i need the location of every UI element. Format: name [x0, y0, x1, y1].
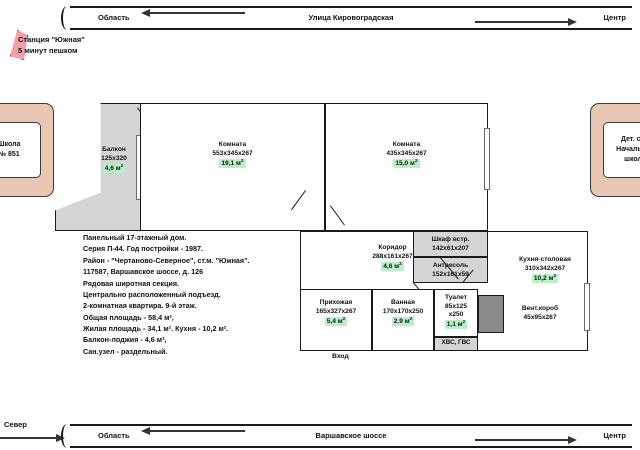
toilet-dimensions-2: x250 [448, 311, 464, 319]
description-line-9: Жилая площадь - 34,1 м². Кухня - 10,2 м²… [83, 324, 229, 333]
metro-walk-time: 5 минут пешком [18, 46, 78, 56]
building-kindergarten-right: Дет. сад Начальная школа [590, 103, 640, 197]
bathroom-dimensions: 170x170x250 [382, 308, 424, 316]
room-2-label: Комната 435x345x267 15,0 м2 [340, 140, 473, 169]
description-line-4: 117587, Варшавское шоссе, д. 126 [83, 267, 204, 277]
water-risers-label: ХВС, ГВС [434, 339, 478, 348]
room-2-dimensions: 435x345x267 [386, 150, 427, 158]
entrance-label: Вход [332, 353, 349, 360]
top-street-left-label: Область [98, 13, 130, 22]
balcony-label: Балкон 125x320 4,6 м2 [85, 145, 143, 174]
water-risers-box [434, 337, 478, 351]
wardrobe-name: Шкаф встр. [431, 236, 470, 243]
bathroom-area: 2.9 м2 [391, 316, 415, 327]
kitchen-name: Кухня-столовая [519, 256, 571, 263]
room-1-name: Комната [218, 141, 247, 148]
mezzanine [413, 257, 488, 283]
corridor-label: Коридор 288x161x267 4,6 м2 [340, 243, 445, 272]
compass-north-label: Север [4, 420, 27, 429]
hallway-label: Прихожая 165x327x267 5,4 м2 [300, 298, 372, 327]
description-line-11: Сан.узел - раздельный. [83, 346, 168, 356]
building-school-left: Школа № 851 [0, 103, 54, 197]
description-line-7: 2-комнатная квартира. 9-й этаж. [83, 301, 197, 311]
corridor-area: 4,6 м2 [381, 261, 404, 272]
school-name-line1: Школа [0, 140, 21, 148]
bathroom-name: Ванная [391, 299, 415, 306]
toilet-name: Туалет [445, 294, 467, 301]
description-line-3: Район - "Чертаново-Северное", ст.м. "Южн… [83, 255, 250, 265]
apartment-description: Панельный 17-этажный дом. Серия П-44. Го… [83, 232, 250, 357]
balcony-area: 4,6 м2 [102, 163, 126, 174]
room-1-label: Комната 553x345x267 19,1 м2 [165, 140, 300, 169]
description-line-10: Балкон-лоджия - 4,6 м², [83, 335, 167, 345]
room-2-window [484, 128, 490, 190]
compass-north-arrow-line [0, 437, 58, 439]
bottom-street-name: Варшавское шоссе [315, 431, 387, 440]
vent-duct-name: Вент.короб [521, 305, 559, 312]
kitchen-area: 10,2 м2 [531, 273, 559, 284]
bottom-street-arrow-west-line [150, 430, 245, 432]
kindergarten-line1: Дет. сад [621, 135, 640, 143]
wardrobe-dimensions: 142x61x207 [432, 245, 469, 253]
kindergarten-line3: школа [624, 156, 640, 164]
kindergarten-line2: Начальная [616, 145, 640, 153]
description-line-6: Центрально расположенный подъезд. [83, 289, 221, 299]
water-risers-name: ХВС, ГВС [441, 339, 471, 346]
top-street-arrow-west-line [150, 12, 245, 14]
kitchen-window [584, 283, 590, 331]
toilet-area: 1,1 м2 [444, 319, 468, 330]
room-1-dimensions: 553x345x267 [212, 150, 253, 158]
vent-duct-label: Вент.короб 45x95x267 [500, 304, 580, 323]
vent-duct-dimensions: 45x95x267 [523, 314, 557, 322]
top-street-arrow-west-head [141, 8, 150, 17]
description-line-1: Панельный 17-этажный дом. [83, 233, 187, 242]
corridor-dimensions: 288x161x267 [372, 253, 413, 261]
bottom-street-arrow-east-head [568, 435, 577, 444]
building-kindergarten-right-label: Дет. сад Начальная школа [603, 122, 640, 178]
room-1-area: 19,1 м2 [219, 158, 246, 169]
toilet-dimensions: 85x125 [444, 302, 467, 310]
mezzanine-dimensions: 152x161x59 [432, 271, 469, 279]
school-name-line2: № 851 [0, 151, 20, 158]
bottom-street-left-label: Область [98, 431, 130, 440]
bottom-street-right-label: Центр [603, 431, 626, 440]
mezzanine-name: Антресоль [432, 262, 469, 269]
hallway-dimensions: 165x327x267 [315, 308, 357, 316]
top-street-right-label: Центр [603, 13, 626, 22]
mezzanine-label: Антресоль 152x161x59 [411, 261, 490, 280]
toilet-label: Туалет 85x125 x250 1,1 м2 [432, 294, 480, 330]
kitchen-dimensions: 310x342x267 [524, 265, 566, 273]
description-line-2: Серия П-44. Год постройки - 1987. [83, 244, 204, 254]
room-2-area: 15,0 м2 [393, 158, 420, 169]
room-2-name: Комната [392, 141, 421, 148]
wardrobe-label: Шкаф встр. 142x61x207 [413, 235, 488, 254]
hallway-name: Прихожая [319, 299, 353, 306]
bottom-street-end-cap [61, 424, 73, 448]
metro-station-caption: Станция "Южная" 5 минут пешком [18, 34, 85, 57]
vent-duct-box [478, 295, 504, 333]
corridor-name: Коридор [378, 244, 407, 251]
top-street-name: Улица Кировоградская [308, 13, 394, 22]
built-in-wardrobe [413, 231, 488, 257]
metro-station-name: Станция "Южная" [18, 35, 85, 44]
description-line-5: Рядовая широтная секция. [83, 278, 180, 288]
balcony-name: Балкон [102, 146, 126, 153]
top-street-banner: Область Улица Кировоградская Центр [61, 6, 632, 30]
kitchen-label: Кухня-столовая 310x342x267 10,2 м2 [490, 255, 600, 284]
hallway-area: 5,4 м2 [324, 316, 348, 327]
top-street-arrow-east-head [568, 17, 577, 26]
bottom-street-arrow-west-head [141, 426, 150, 435]
bottom-street-arrow-east-line [475, 439, 570, 441]
bathroom-label: Ванная 170x170x250 2.9 м2 [372, 298, 434, 327]
description-line-8: Общая площадь - 58,4 м², [83, 312, 174, 322]
street-end-cap [61, 6, 73, 30]
bottom-street-banner: Область Варшавское шоссе Центр [61, 424, 632, 448]
top-street-arrow-east-line [475, 21, 570, 23]
building-school-left-label: Школа № 851 [0, 122, 41, 178]
balcony-dimensions: 125x320 [101, 155, 127, 163]
